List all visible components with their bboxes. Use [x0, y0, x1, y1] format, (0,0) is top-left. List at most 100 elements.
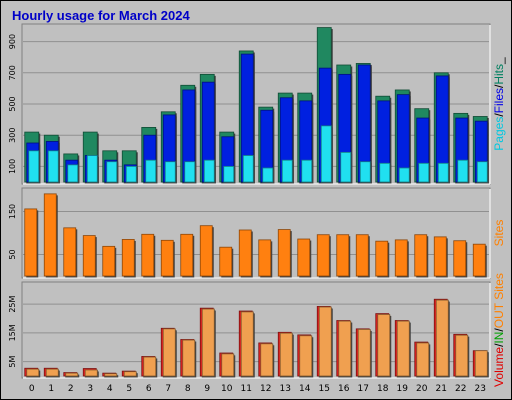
- x-tick-label: 19: [397, 384, 409, 394]
- x-tick-label: 10: [221, 384, 233, 394]
- x-tick-label: 4: [107, 384, 113, 394]
- x-tick-label: 22: [455, 384, 466, 394]
- bar: [238, 229, 252, 277]
- bar: [67, 164, 79, 183]
- x-tick-label: 7: [165, 384, 171, 394]
- legend-entry: IN: [492, 332, 506, 344]
- x-tick-label: 0: [29, 384, 35, 394]
- bar: [182, 339, 196, 377]
- bar: [359, 161, 371, 183]
- bar: [242, 155, 254, 183]
- bar: [299, 335, 313, 377]
- legend-volume: Volume/IN/OUT Sites: [492, 273, 506, 387]
- legend-entry: Sites: [492, 273, 506, 300]
- bar: [457, 159, 469, 183]
- series-out: [26, 299, 489, 378]
- bar: [28, 150, 40, 183]
- x-tick-label: 1: [48, 384, 54, 394]
- bar: [377, 314, 391, 377]
- bar: [375, 240, 389, 277]
- y-tick-label: 150: [8, 204, 17, 219]
- bar: [338, 320, 352, 377]
- bar: [433, 236, 447, 277]
- bar: [164, 161, 176, 183]
- y-tick-label: 300: [8, 128, 17, 143]
- y-tick-label: 100: [8, 159, 17, 174]
- series-pages: [28, 125, 489, 184]
- legend-entry: Hits: [492, 64, 506, 85]
- bar: [416, 342, 430, 377]
- bar: [435, 299, 449, 377]
- bar: [320, 125, 332, 183]
- bar: [180, 233, 194, 277]
- x-tick-label: 6: [146, 384, 152, 394]
- bar: [219, 246, 233, 277]
- bar: [125, 165, 137, 183]
- x-axis: 0 1 2 3 4 5 6 7 8 9 10 11 12 13 14 15 16 17 18 19 20 21 22 23: [29, 384, 486, 394]
- x-tick-label: 14: [299, 384, 311, 394]
- bar: [336, 234, 350, 277]
- bar: [258, 239, 272, 277]
- chart-panels: 100300500700900Pages/Files/Hits_50150Sit…: [8, 23, 506, 394]
- legend-entry: Pages: [492, 117, 506, 151]
- bar: [281, 159, 293, 183]
- bar: [240, 311, 254, 377]
- y-tick-label: 15M: [8, 324, 17, 341]
- x-tick-label: 15: [319, 384, 330, 394]
- legend-entry: OUT: [492, 302, 506, 328]
- bar: [414, 234, 428, 277]
- bar: [26, 368, 40, 377]
- bar: [43, 193, 57, 277]
- plot-area: [21, 187, 491, 279]
- x-tick-label: 18: [377, 384, 389, 394]
- x-tick-label: 13: [280, 384, 291, 394]
- bar: [418, 162, 430, 183]
- x-tick-label: 12: [260, 384, 271, 394]
- bar: [355, 234, 369, 277]
- bar: [398, 167, 410, 183]
- bar: [145, 159, 157, 183]
- bar: [437, 162, 449, 183]
- x-tick-label: 5: [126, 384, 132, 394]
- bar: [318, 306, 332, 377]
- bar: [65, 372, 79, 377]
- bar: [223, 165, 235, 183]
- bar: [301, 159, 313, 183]
- bar: [260, 343, 274, 377]
- y-tick-label: 25M: [8, 295, 17, 312]
- bar: [82, 235, 96, 277]
- x-tick-label: 17: [358, 384, 369, 394]
- legend-entry: _: [492, 57, 506, 65]
- panel-sites: 50 150 Sites: [8, 187, 506, 279]
- x-tick-label: 3: [87, 384, 93, 394]
- bar: [63, 227, 77, 277]
- x-tick-label: 11: [241, 384, 252, 394]
- legend-text: Pages/Files/Hits_: [492, 57, 506, 151]
- bar: [316, 234, 330, 277]
- bar: [106, 161, 118, 183]
- bar: [160, 239, 174, 277]
- x-tick-label: 20: [416, 384, 428, 394]
- bar: [357, 329, 371, 377]
- legend-text: Volume/IN/OUT Sites: [492, 273, 506, 387]
- bar: [472, 243, 486, 277]
- chart-title: Hourly usage for March 2024: [12, 8, 190, 23]
- x-tick-label: 2: [68, 384, 74, 394]
- bar: [221, 353, 235, 377]
- bar: [455, 334, 469, 377]
- x-tick-label: 23: [475, 384, 486, 394]
- legend-entry: /: [492, 328, 506, 332]
- bar: [102, 245, 116, 277]
- bar: [279, 332, 293, 377]
- legend-entry: Sites: [492, 220, 506, 247]
- bar: [47, 150, 59, 183]
- legend-entry: /: [492, 343, 506, 347]
- bar: [262, 167, 274, 183]
- bar: [340, 151, 352, 183]
- bar: [121, 239, 135, 277]
- bar: [141, 233, 155, 277]
- x-tick-label: 8: [185, 384, 191, 394]
- bar: [277, 229, 291, 277]
